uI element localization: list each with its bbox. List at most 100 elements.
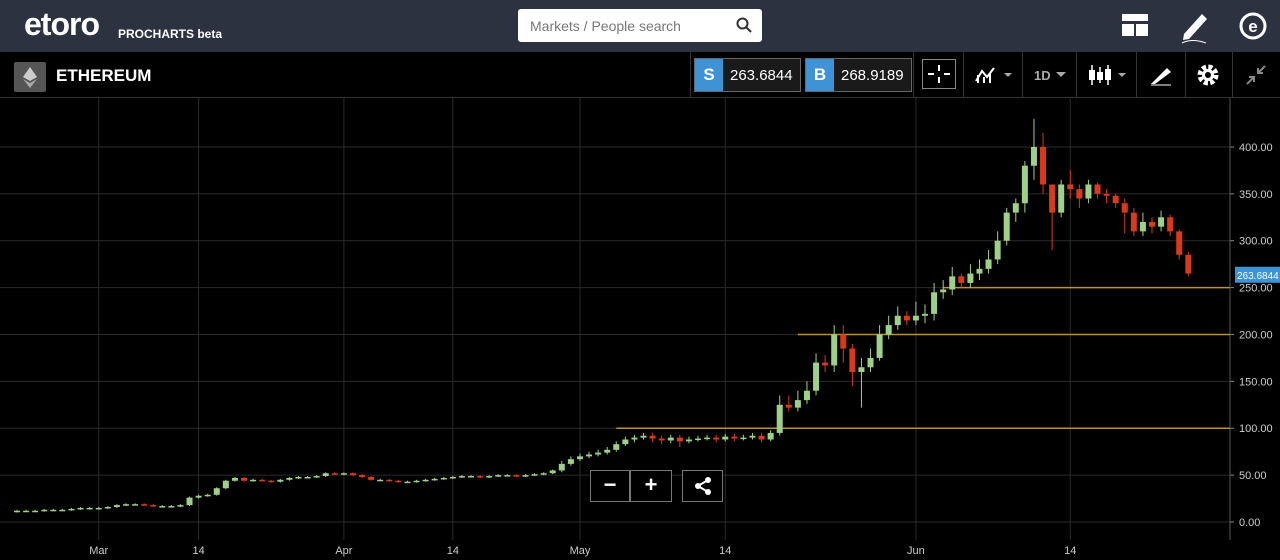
- collapse-button[interactable]: [1245, 64, 1267, 86]
- zoom-out-button[interactable]: −: [590, 470, 630, 502]
- layout-icon[interactable]: [1122, 14, 1148, 36]
- candle-body: [922, 313, 928, 316]
- candle-body: [695, 438, 701, 441]
- candle-body: [449, 476, 456, 479]
- candle-body: [422, 479, 429, 482]
- candle-body: [767, 432, 774, 440]
- indicators-button[interactable]: [974, 65, 1018, 85]
- candle-body: [277, 479, 284, 482]
- candle-body: [813, 362, 820, 391]
- sell-button[interactable]: S 263.6844: [694, 58, 801, 92]
- draw-icon[interactable]: [1180, 8, 1210, 44]
- candle-body: [822, 362, 829, 366]
- candle-body: [50, 509, 57, 512]
- candle-body: [159, 506, 166, 508]
- candle-body: [313, 476, 320, 478]
- instrument-name: ETHEREUM: [56, 66, 152, 85]
- x-tick-label: Jun: [907, 545, 925, 557]
- candle-body: [785, 404, 792, 408]
- candle-body: [794, 400, 801, 408]
- candle-body: [595, 452, 602, 455]
- candle-body: [14, 510, 20, 513]
- y-tick-label: 200.00: [1239, 329, 1273, 341]
- candle-body: [213, 488, 220, 495]
- separator: [1136, 52, 1137, 97]
- candle-body: [495, 475, 502, 477]
- candle-body: [295, 476, 302, 479]
- x-tick-label: May: [570, 545, 591, 557]
- search-placeholder: Markets / People search: [530, 18, 681, 34]
- x-tick-label: Mar: [89, 545, 108, 557]
- candle-body: [513, 475, 520, 477]
- chart-type-button[interactable]: [1088, 63, 1132, 87]
- candle-body: [195, 495, 202, 498]
- candle-body: [558, 463, 565, 471]
- candle-body: [95, 507, 102, 510]
- candle-body: [59, 509, 66, 512]
- candle-body: [876, 334, 883, 358]
- buy-button[interactable]: B 268.9189: [805, 58, 912, 92]
- search-box[interactable]: Markets / People search: [518, 9, 762, 42]
- search-icon[interactable]: [736, 17, 752, 33]
- candle-body: [222, 480, 229, 489]
- candle-body: [1103, 193, 1110, 196]
- candle-body: [286, 477, 293, 480]
- candle-body: [940, 289, 947, 293]
- candle-body: [349, 473, 356, 476]
- candle-body: [23, 510, 30, 513]
- candle-body: [840, 334, 847, 349]
- candle-body: [803, 390, 810, 401]
- candle-body: [377, 479, 384, 482]
- candle-body: [504, 475, 511, 477]
- candle-body: [104, 506, 111, 509]
- candle-body: [304, 476, 311, 479]
- candle-body: [722, 436, 729, 440]
- candle-body: [640, 435, 647, 438]
- candle-body: [758, 435, 765, 440]
- candle-body: [1003, 212, 1010, 241]
- sell-label: S: [695, 59, 723, 91]
- candle-body: [1021, 165, 1028, 204]
- candle-body: [831, 334, 838, 366]
- candle-body: [386, 479, 393, 482]
- candle-body: [1139, 221, 1146, 232]
- candle-body: [368, 476, 375, 480]
- y-tick-label: 350.00: [1239, 189, 1273, 201]
- candle-body: [740, 437, 747, 440]
- candle-body: [885, 325, 892, 335]
- candle-body: [86, 507, 93, 510]
- profile-icon[interactable]: e: [1238, 11, 1268, 41]
- y-tick-label: 0.00: [1239, 517, 1260, 529]
- candle-body: [68, 508, 75, 511]
- candle-body: [676, 437, 683, 442]
- candle-body: [586, 454, 593, 457]
- candle-body: [259, 479, 266, 482]
- candle-body: [395, 480, 402, 483]
- zoom-in-button[interactable]: +: [630, 470, 672, 502]
- candle-body: [186, 497, 193, 506]
- candle-body: [613, 444, 620, 450]
- candle-body: [231, 477, 238, 481]
- toolbar: ETHEREUM S 263.6844 B 268.9189 1D: [0, 52, 1280, 98]
- timeframe-button[interactable]: 1D: [1034, 68, 1051, 83]
- candle-body: [1149, 221, 1155, 227]
- share-button[interactable]: [682, 470, 723, 502]
- candle-body: [1030, 146, 1037, 166]
- candle-body: [967, 273, 974, 283]
- candle-body: [268, 480, 275, 483]
- candle-body: [931, 292, 938, 314]
- candle-body: [440, 477, 447, 480]
- candle-body: [404, 481, 411, 484]
- candle-body: [113, 505, 120, 507]
- settings-button[interactable]: [1196, 63, 1220, 87]
- candle-body: [168, 506, 175, 508]
- candle-body: [413, 480, 420, 483]
- candle-body: [359, 475, 366, 477]
- header: etoro PROCHARTS beta Markets / People se…: [0, 0, 1280, 52]
- crosshair-button[interactable]: [922, 59, 956, 89]
- candle-body: [77, 507, 84, 510]
- x-tick-label: Apr: [335, 545, 352, 557]
- logo[interactable]: etoro: [24, 6, 100, 42]
- drawing-tools-button[interactable]: [1149, 64, 1173, 86]
